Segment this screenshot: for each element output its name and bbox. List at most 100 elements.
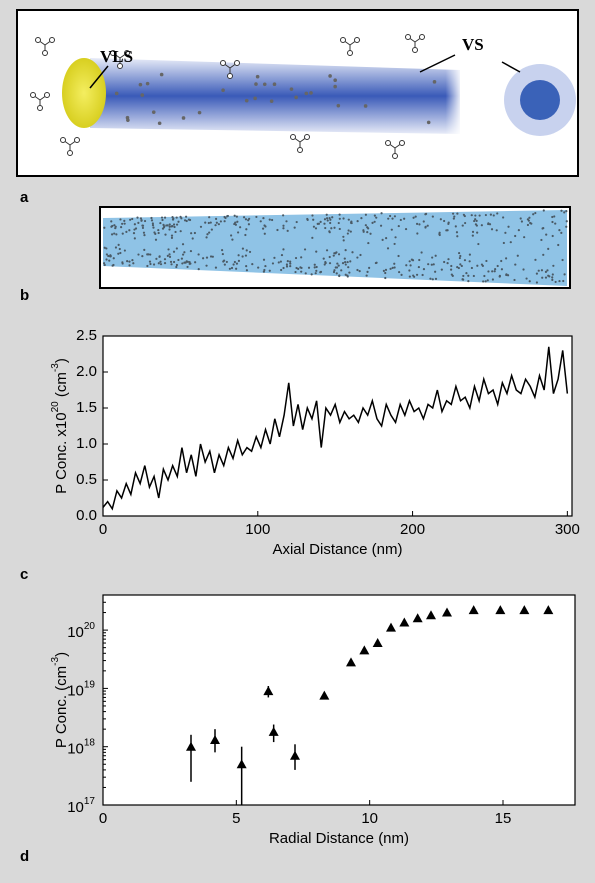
dot (429, 277, 432, 280)
dot (217, 223, 220, 226)
dot (476, 231, 479, 234)
dot (356, 268, 359, 272)
dot (209, 221, 212, 224)
dot (551, 220, 554, 224)
dot (166, 254, 169, 258)
y-tick-label: 2.0 (76, 363, 97, 380)
dot (446, 262, 449, 265)
dot (285, 220, 288, 223)
dopant (197, 110, 202, 115)
dot (234, 223, 237, 226)
dot (234, 221, 237, 224)
marker (186, 741, 196, 751)
dot (516, 254, 519, 257)
dot (387, 217, 390, 220)
dot (476, 264, 479, 267)
dopant (145, 81, 150, 86)
dot (358, 270, 361, 273)
dot (540, 238, 543, 242)
atom (347, 50, 353, 56)
dot (404, 227, 408, 231)
dopant (138, 82, 143, 87)
dot (244, 254, 248, 257)
dot (346, 232, 349, 235)
dopant (336, 103, 341, 108)
dot (141, 224, 145, 227)
dot (554, 222, 557, 225)
dot (364, 224, 367, 227)
panel-letter: b (20, 287, 29, 304)
dot (434, 254, 437, 257)
dot (119, 218, 122, 221)
dot (498, 274, 501, 277)
dot (331, 216, 334, 219)
y-tick-label: 0.0 (76, 507, 97, 524)
dot (175, 223, 179, 226)
dot (180, 257, 184, 260)
dot (168, 253, 171, 256)
dot (474, 223, 478, 226)
atom (290, 134, 296, 140)
dot (366, 231, 369, 234)
pointer-arrows (89, 54, 521, 89)
dopant (244, 98, 249, 103)
dot (424, 213, 427, 216)
dot (311, 236, 314, 239)
dot (121, 232, 124, 235)
dot (310, 273, 313, 276)
dot (188, 262, 191, 265)
dot (459, 263, 462, 266)
marker (268, 726, 279, 736)
dot (177, 258, 180, 262)
dot (338, 227, 341, 231)
dot (152, 263, 156, 266)
dot (530, 222, 533, 225)
dot (251, 263, 254, 266)
dot (245, 269, 249, 272)
dot (487, 222, 490, 226)
dopant (289, 87, 294, 91)
dot (236, 231, 240, 234)
dot (532, 213, 535, 216)
dot (342, 239, 345, 242)
dot (280, 253, 284, 257)
dot (173, 225, 176, 229)
dopant (363, 104, 368, 108)
dot (294, 256, 298, 260)
dot (472, 274, 475, 278)
dot (119, 251, 122, 255)
dot (112, 257, 115, 260)
dot (534, 258, 537, 261)
dot (440, 268, 443, 271)
dot (314, 227, 318, 230)
dot (390, 228, 393, 231)
x-tick-label: 15 (495, 810, 512, 827)
dot (228, 267, 231, 270)
dot (393, 242, 396, 246)
dot (241, 247, 245, 250)
dot (328, 216, 331, 220)
dot (103, 226, 106, 229)
dot (335, 272, 338, 275)
dot (209, 255, 213, 258)
dot (348, 271, 351, 274)
dot (384, 271, 387, 275)
dot (330, 227, 333, 230)
dot (245, 228, 248, 231)
dot (341, 262, 345, 265)
dot (323, 218, 327, 221)
dot (235, 262, 239, 265)
dot (189, 249, 193, 253)
dot (282, 248, 285, 251)
dot (146, 264, 149, 268)
dot (450, 273, 453, 276)
tick-base: 10 (67, 799, 84, 816)
dot (175, 263, 179, 267)
dot (271, 262, 275, 265)
dot (279, 260, 282, 263)
dot (558, 279, 561, 283)
dot (506, 274, 510, 277)
dot (125, 230, 128, 233)
y-label-part: P Conc. (cm (53, 666, 70, 748)
dot (206, 233, 209, 236)
